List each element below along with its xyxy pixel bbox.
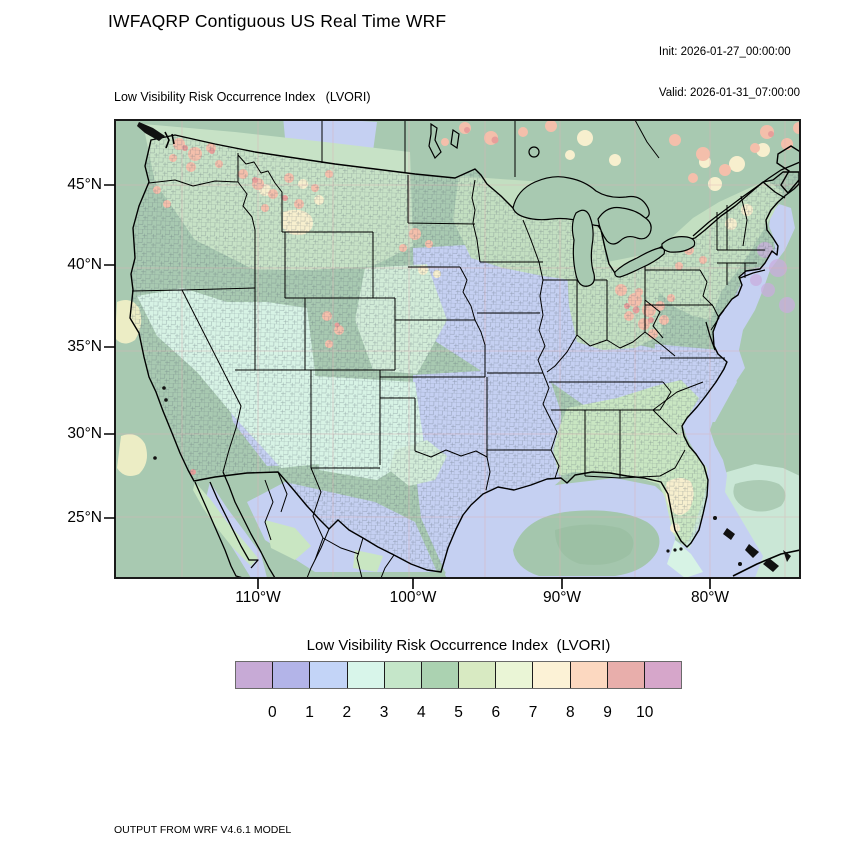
colorbar-cell	[346, 662, 384, 688]
colorbar-tick-label: 7	[528, 704, 538, 721]
colorbar-tick-label: 6	[491, 704, 501, 721]
lake-huron	[597, 206, 652, 245]
axis-ticks	[104, 184, 711, 589]
map-frame	[114, 119, 801, 579]
canada-province-borders	[321, 120, 660, 177]
lon-tick-label: 90°W	[542, 589, 582, 606]
colorbar-cell	[309, 662, 347, 688]
lake-ontario	[661, 236, 696, 253]
colorbar-title: Low Visibility Risk Occurrence Index (LV…	[306, 637, 611, 654]
page-title: IWFAQRP Contiguous US Real Time WRF	[108, 11, 447, 31]
colorbar-tick-label: 9	[603, 704, 612, 721]
init-timestamp: Init: 2026-01-27_00:00:00	[658, 46, 791, 58]
map-subtitle: Low Visibility Risk Occurrence Index (LV…	[114, 90, 371, 104]
colorbar-tick-label: 1	[305, 704, 314, 721]
colorbar-cell	[569, 662, 607, 688]
lat-tick-label: 30°N	[67, 425, 102, 442]
lat-tick-label: 45°N	[67, 176, 102, 193]
patches-gulf-green-dark	[555, 524, 634, 565]
coastlines	[194, 161, 800, 578]
model-info-footer: OUTPUT FROM WRF V4.6.1 MODEL WE = 580 ; …	[114, 797, 527, 850]
colorbar-cell	[383, 662, 421, 688]
nova-scotia	[776, 145, 800, 195]
latlon-gridlines	[115, 120, 800, 578]
colorbar-tick-label: 5	[454, 704, 463, 721]
colorbar-tick-label: 10	[636, 704, 654, 721]
colorbar-cell	[606, 662, 644, 688]
colorbar-tick-label: 8	[565, 704, 575, 721]
valid-timestamp: Valid: 2026-01-31_07:00:00	[658, 86, 800, 99]
colorbar-tick-label: 0	[267, 704, 277, 721]
run-timestamps: Init: 2026-01-27_00:00:00 Valid: 2026-01…	[659, 19, 800, 127]
vancouver-island	[137, 122, 165, 141]
colorbar-cell	[420, 662, 459, 688]
footer-model-line: OUTPUT FROM WRF V4.6.1 MODEL	[114, 824, 292, 836]
bahamas	[723, 528, 791, 572]
colorbar-cell	[458, 662, 496, 688]
colorbar-cell	[532, 662, 570, 688]
colorbar-tick-labels: 0 1 2 3 4 5 6 7 8 9 10	[235, 704, 682, 724]
lon-tick-label: 80°W	[690, 589, 730, 606]
lat-tick-label: 40°N	[67, 256, 102, 273]
canada-lakes	[428, 122, 460, 160]
lake-erie	[614, 247, 666, 278]
lon-tick-label: 110°W	[235, 589, 281, 606]
lake-michigan	[571, 209, 595, 287]
colorbar-cell	[495, 662, 533, 688]
colorbar	[235, 661, 682, 689]
colorbar-tick-label: 2	[342, 704, 352, 721]
puget-sound-lines	[164, 131, 175, 149]
colorbar-cell	[643, 662, 682, 688]
colorbar-tick-label: 3	[379, 704, 389, 721]
mexico-state-borders	[264, 467, 395, 578]
lat-tick-label: 25°N	[67, 509, 102, 526]
map-panel	[99, 116, 815, 594]
lat-tick-label: 35°N	[67, 338, 102, 355]
colorbar-cell	[272, 662, 310, 688]
island-shapes	[137, 122, 800, 572]
lon-tick-label: 100°W	[389, 589, 437, 606]
colorbar-cell	[236, 662, 273, 688]
lvori-map	[104, 119, 801, 589]
colorbar-tick-label: 4	[416, 704, 426, 721]
great-lakes	[428, 122, 696, 287]
